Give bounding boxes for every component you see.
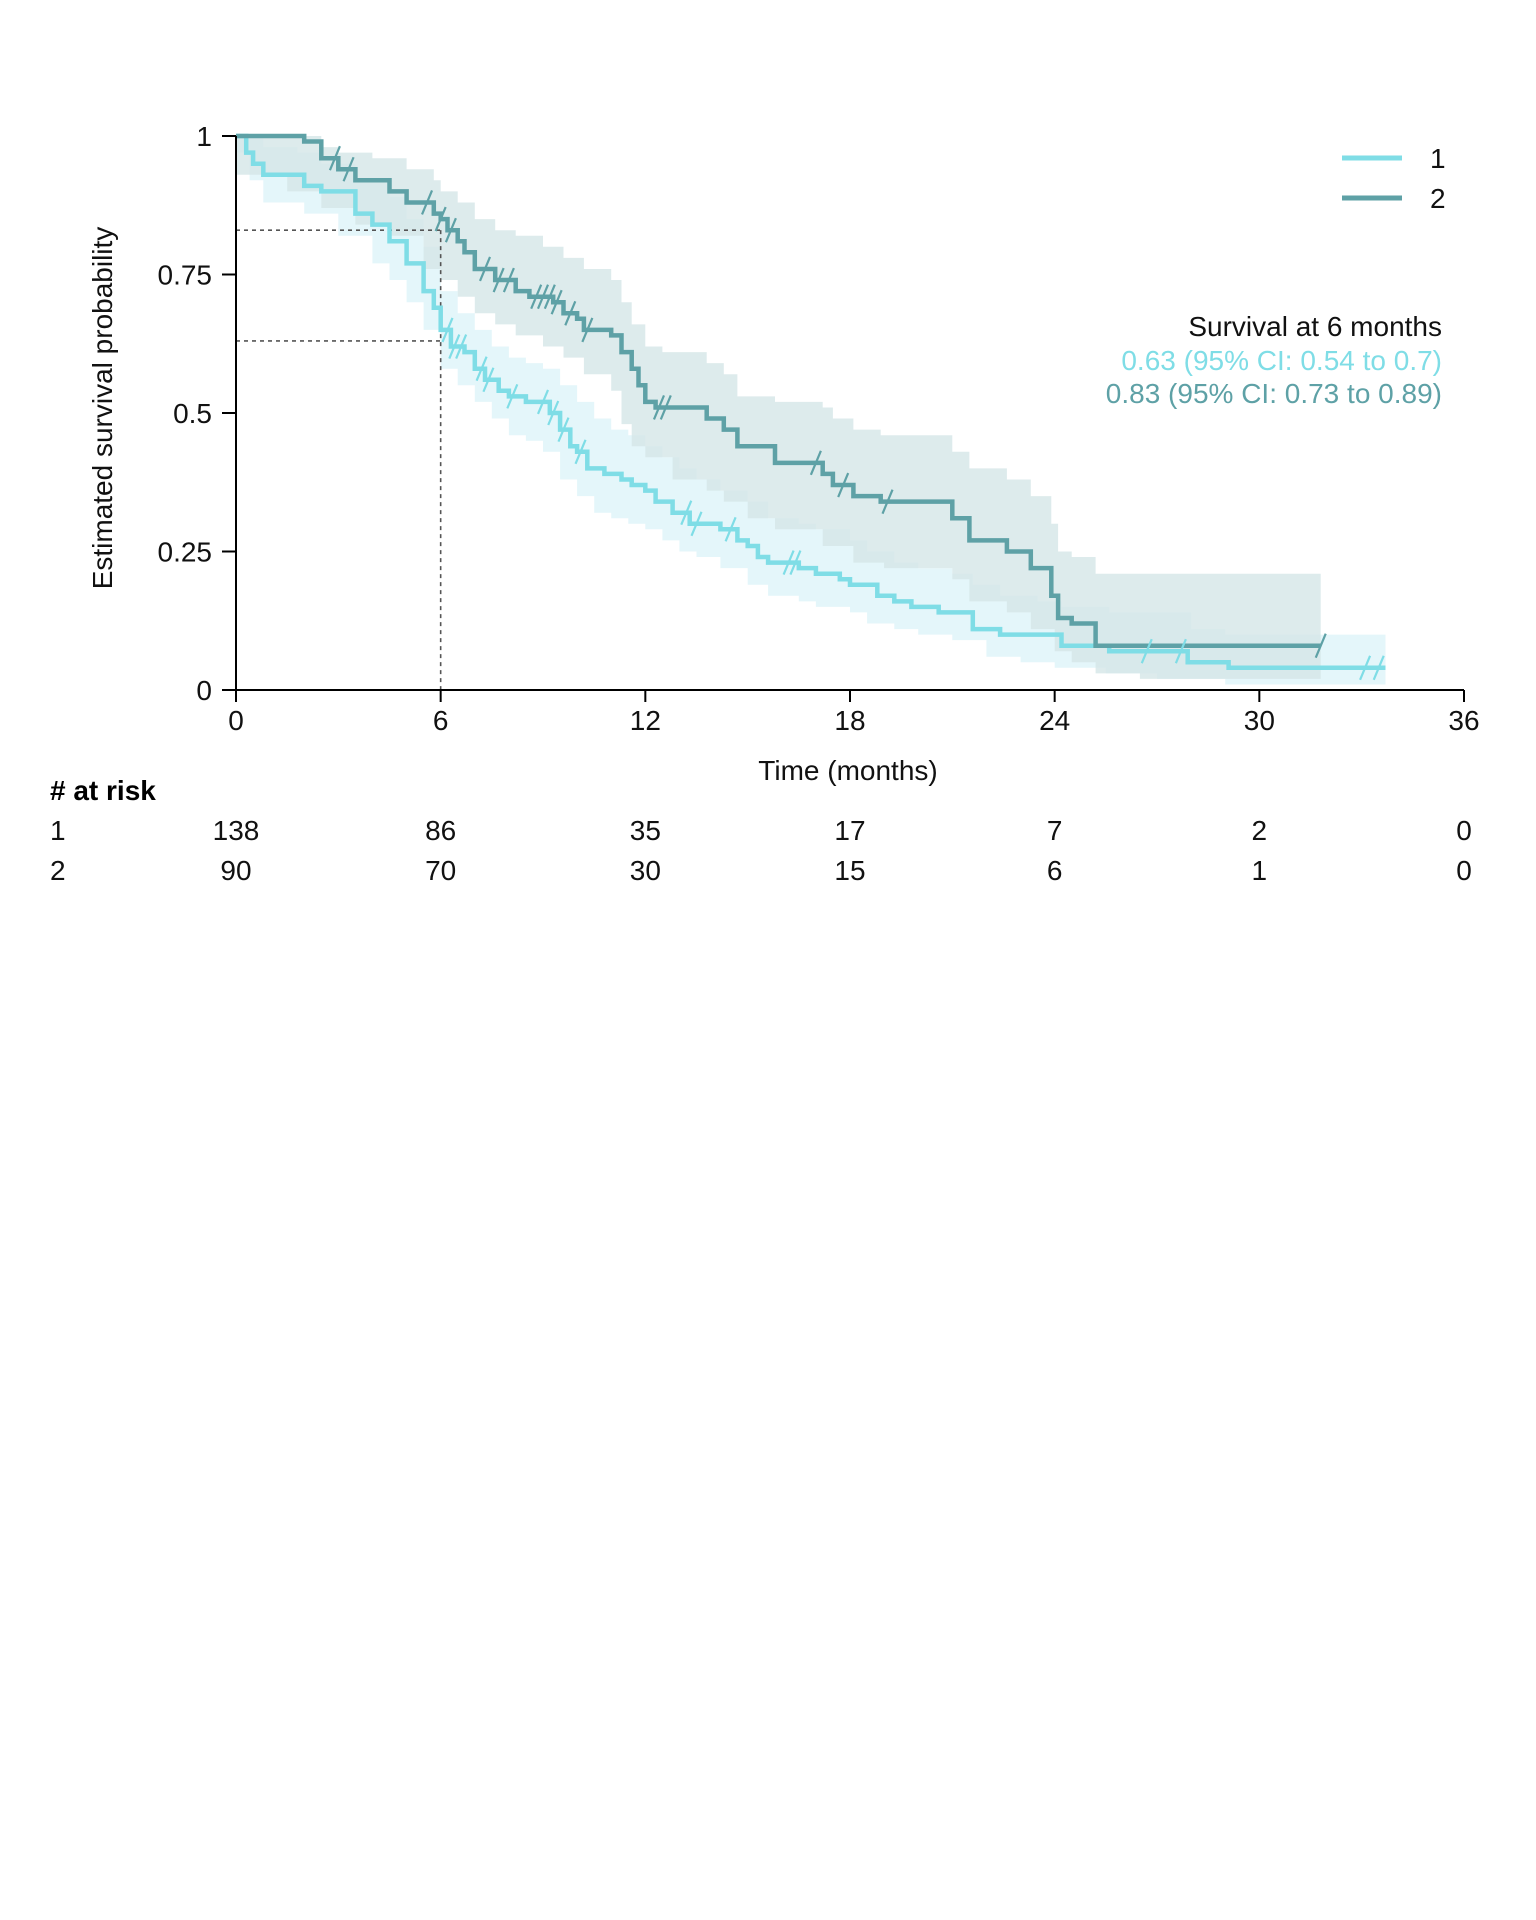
risk-cell: 1	[1252, 855, 1268, 886]
risk-cell: 35	[630, 815, 661, 846]
censor-mark-series-1	[448, 334, 461, 359]
risk-cell: 90	[220, 855, 251, 886]
censor-mark-series-1	[574, 439, 587, 465]
y-tick-label: 0.75	[158, 260, 213, 291]
censor-mark-series-1	[482, 367, 495, 393]
risk-cell: 70	[425, 855, 456, 886]
censor-mark-series-2	[881, 489, 894, 515]
ci-band-series-2	[236, 136, 1321, 679]
risk-cell: 86	[425, 815, 456, 846]
censor-mark-series-2	[478, 256, 492, 282]
x-tick-label: 36	[1448, 705, 1479, 736]
censor-mark-series-1	[1140, 638, 1153, 664]
censor-mark-series-1	[547, 400, 560, 426]
y-tick-label: 0.5	[173, 398, 212, 429]
censor-mark-series-2	[492, 267, 505, 293]
risk-row-label: 2	[50, 855, 66, 886]
x-axis-label: Time (months)	[758, 755, 937, 786]
censor-mark-series-2	[530, 284, 543, 310]
risk-cell: 30	[630, 855, 661, 886]
censor-mark-series-2	[581, 317, 594, 343]
legend-label-series-2: 2	[1430, 183, 1446, 214]
curve-series-1	[236, 133, 1386, 671]
y-axis-label: Estimated survival probability	[87, 227, 118, 590]
censor-mark-series-1	[557, 417, 570, 443]
risk-cell: 0	[1456, 855, 1472, 886]
censor-mark-series-2	[837, 472, 850, 498]
censor-mark-series-2	[652, 395, 665, 420]
risk-cell: 0	[1456, 815, 1472, 846]
risk-cell: 15	[834, 855, 865, 886]
y-tick-label: 0	[196, 675, 212, 706]
x-tick-label: 18	[834, 705, 865, 736]
censor-mark-series-2	[543, 284, 556, 310]
x-tick-label: 30	[1244, 705, 1275, 736]
x-tick-label: 12	[630, 705, 661, 736]
censor-mark-series-2	[421, 190, 434, 215]
annotation-line-series-2: 0.83 (95% CI: 0.73 to 0.89)	[1106, 378, 1442, 409]
risk-cell: 17	[834, 815, 865, 846]
censor-mark-series-1	[789, 550, 802, 576]
confidence-bands	[236, 136, 1386, 685]
censor-mark-series-2	[502, 267, 515, 293]
risk-row-label: 1	[50, 815, 66, 846]
censor-mark-series-2	[444, 217, 457, 243]
censor-mark-series-1	[690, 511, 703, 537]
risk-cell: 6	[1047, 855, 1063, 886]
censor-mark-series-1	[455, 334, 468, 359]
legend: 12	[1342, 143, 1446, 214]
censor-mark-series-2	[550, 289, 563, 315]
censor-mark-series-2	[809, 450, 822, 476]
censor-mark-series-2	[1314, 633, 1327, 659]
x-tick-label: 6	[433, 705, 449, 736]
censor-mark-series-2	[659, 395, 672, 420]
reference-lines	[236, 229, 442, 690]
annotation-header: Survival at 6 months	[1188, 311, 1442, 342]
legend-label-series-1: 1	[1430, 143, 1446, 174]
censor-mark-series-1	[441, 317, 454, 343]
x-tick-label: 0	[228, 705, 244, 736]
censor-mark-series-1	[1359, 655, 1372, 681]
y-tick-label: 1	[196, 121, 212, 152]
risk-cell: 2	[1252, 815, 1268, 846]
risk-table-title: # at risk	[50, 775, 156, 806]
censor-mark-series-2	[536, 284, 550, 310]
censor-mark-series-1	[536, 389, 550, 415]
censor-mark-series-2	[342, 156, 355, 182]
censor-mark-series-2	[434, 206, 447, 232]
x-tick-label: 24	[1039, 705, 1070, 736]
annotation-line-series-1: 0.63 (95% CI: 0.54 to 0.7)	[1121, 345, 1442, 376]
censor-mark-series-1	[1372, 655, 1385, 681]
censor-mark-series-1	[1174, 638, 1187, 664]
axes	[222, 135, 1465, 702]
censor-mark-series-1	[782, 550, 795, 576]
y-tick-label: 0.25	[158, 537, 213, 568]
risk-table: # at risk 1 138 86 35 17 7 2 0 2 90 70 30 15 6 1 0	[50, 775, 1472, 886]
censor-mark-series-2	[328, 145, 341, 171]
risk-cell: 138	[213, 815, 260, 846]
censor-mark-series-1	[475, 356, 488, 382]
censor-mark-series-1	[680, 500, 693, 526]
curve-series-2	[236, 133, 1321, 648]
censor-mark-series-1	[724, 516, 737, 542]
risk-cell: 7	[1047, 815, 1063, 846]
survival-curves	[236, 133, 1386, 671]
censor-mark-series-2	[564, 300, 577, 326]
censor-mark-series-1	[506, 383, 519, 409]
censor-marks	[328, 145, 1385, 681]
